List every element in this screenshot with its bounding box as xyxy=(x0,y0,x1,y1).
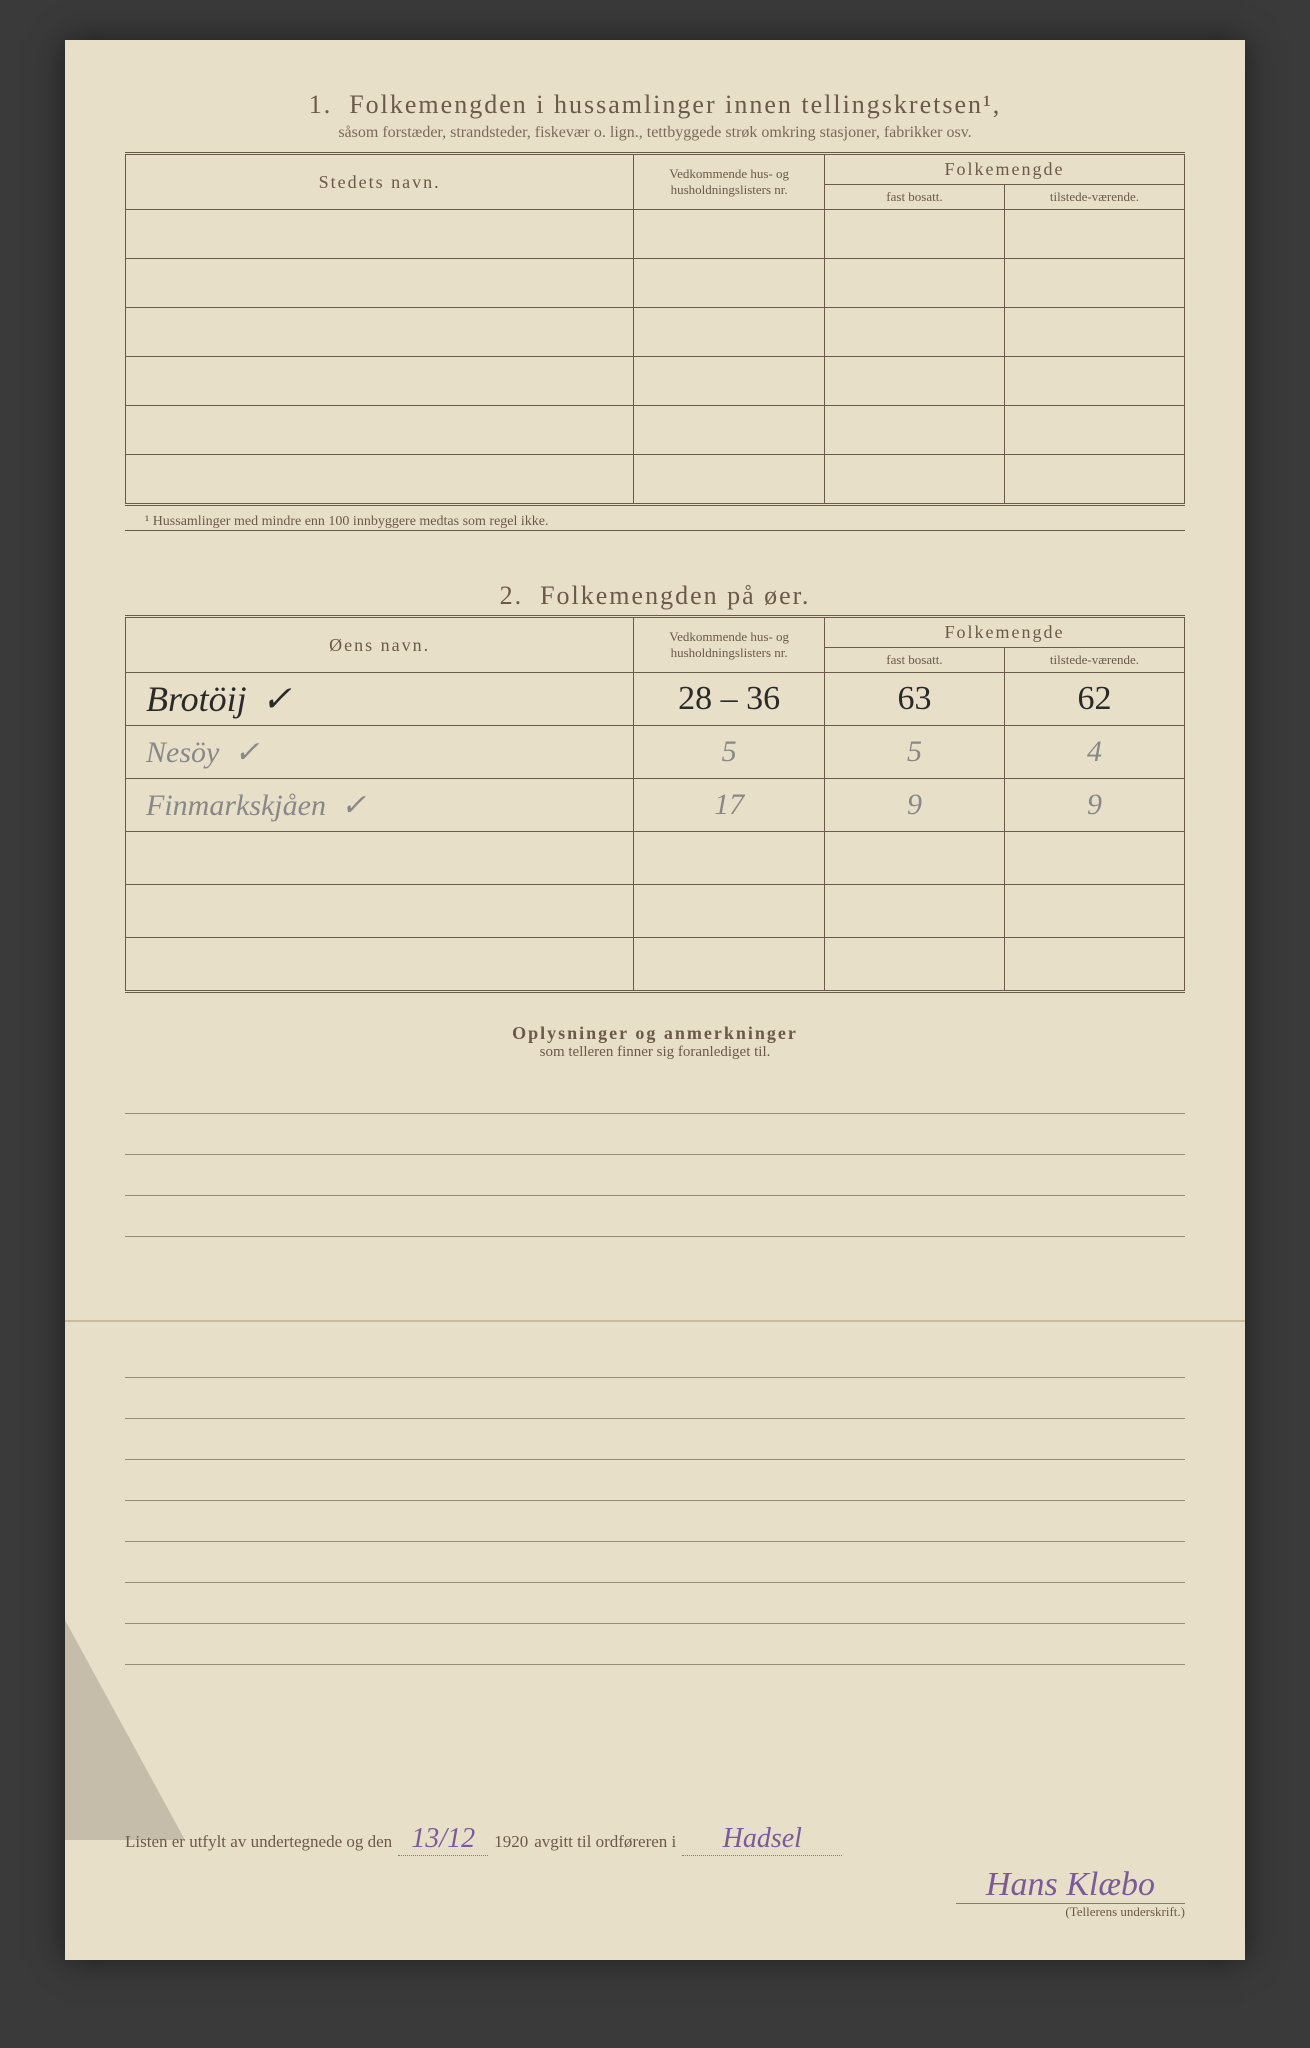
footer-year: 1920 xyxy=(494,1832,528,1852)
table-row: Brotöij ✓ 28 – 36 63 62 xyxy=(126,673,1185,726)
table-row: Nesöy ✓ 5 5 4 xyxy=(126,726,1185,779)
section1-table: Stedets navn. Vedkommende hus- og hushol… xyxy=(125,152,1185,506)
col-header-nr: Vedkommende hus- og husholdningslisters … xyxy=(634,617,825,673)
document-page: 1. Folkemengden i hussamlinger innen tel… xyxy=(65,40,1245,1960)
check-icon: ✓ xyxy=(341,789,366,822)
check-icon: ✓ xyxy=(234,736,259,769)
table-row xyxy=(126,406,1185,455)
footer-section: Listen er utfylt av undertegnede og den … xyxy=(125,1823,1185,1920)
col-header-pop: Folkemengde xyxy=(824,154,1184,185)
col-header-nr: Vedkommende hus- og husholdningslisters … xyxy=(634,154,825,210)
col-header-tilst: tilstede-værende. xyxy=(1004,185,1184,210)
footer-text1: Listen er utfylt av undertegnede og den xyxy=(125,1832,392,1852)
table-row xyxy=(126,259,1185,308)
list-nr: 17 xyxy=(714,788,744,821)
pop-tilst: 9 xyxy=(1087,788,1102,821)
footer-place: Hadsel xyxy=(682,1823,842,1856)
remarks-ruled-area xyxy=(125,1073,1185,1237)
col-header-tilst: tilstede-værende. xyxy=(1004,648,1184,673)
col-header-pop: Folkemengde xyxy=(824,617,1184,648)
pop-tilst: 62 xyxy=(1077,680,1111,717)
corner-fold-shadow xyxy=(65,1620,185,1840)
table-row xyxy=(126,885,1185,938)
table-row: Finmarkskjåen ✓ 17 9 9 xyxy=(126,779,1185,832)
footer-signature: Hans Klæbo xyxy=(956,1866,1185,1904)
island-name: Nesöy xyxy=(146,736,219,769)
lower-ruled-area xyxy=(125,1337,1185,1665)
pop-fast: 9 xyxy=(907,788,922,821)
list-nr: 28 – 36 xyxy=(678,680,780,717)
pop-fast: 5 xyxy=(907,735,922,768)
pop-tilst: 4 xyxy=(1087,735,1102,768)
section1-title: 1. Folkemengden i hussamlinger innen tel… xyxy=(125,90,1185,120)
table-row xyxy=(126,455,1185,505)
footer-date: 13/12 xyxy=(398,1823,488,1856)
col-header-name: Stedets navn. xyxy=(126,154,634,210)
col-header-fast: fast bosatt. xyxy=(824,648,1004,673)
table-row xyxy=(126,308,1185,357)
section2-title: 2. Folkemengden på øer. xyxy=(125,581,1185,611)
remarks-subtitle: som telleren finner sig foranlediget til… xyxy=(125,1044,1185,1061)
remarks-title: Oplysninger og anmerkninger xyxy=(125,1023,1185,1044)
table-row xyxy=(126,832,1185,885)
section1-footnote: ¹ Hussamlinger med mindre enn 100 innbyg… xyxy=(125,506,1185,530)
table-row xyxy=(126,357,1185,406)
island-name: Brotöij xyxy=(146,679,247,719)
col-header-name: Øens navn. xyxy=(126,617,634,673)
col-header-fast: fast bosatt. xyxy=(824,185,1004,210)
paper-fold xyxy=(65,1320,1245,1322)
section2-table: Øens navn. Vedkommende hus- og husholdni… xyxy=(125,615,1185,993)
pop-fast: 63 xyxy=(897,680,931,717)
list-nr: 5 xyxy=(722,735,737,768)
signature-label: (Tellerens underskrift.) xyxy=(125,1904,1185,1920)
footer-text2: avgitt til ordføreren i xyxy=(534,1832,676,1852)
section1-subtitle: såsom forstæder, strandsteder, fiskevær … xyxy=(125,124,1185,142)
table-row xyxy=(126,938,1185,992)
island-name: Finmarkskjåen xyxy=(146,789,326,822)
divider xyxy=(125,530,1185,531)
table-row xyxy=(126,210,1185,259)
check-icon: ✓ xyxy=(262,679,292,719)
